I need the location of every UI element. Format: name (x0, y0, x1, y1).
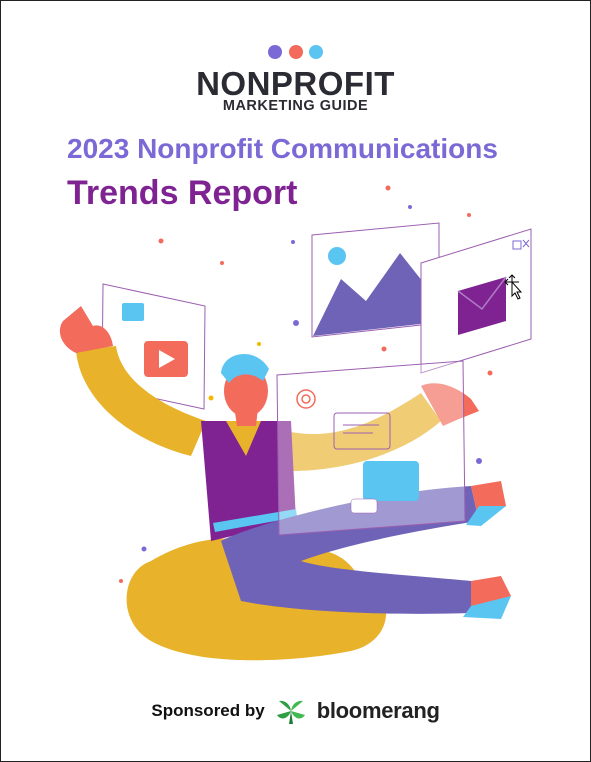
logo-dot-blue (308, 45, 323, 59)
sponsor-line: Sponsored by bloomerang (1, 697, 590, 725)
person (59, 306, 511, 619)
move-cursor-icon (504, 274, 523, 300)
email-window (420, 228, 532, 374)
brand-name: NONPROFIT (196, 65, 395, 102)
logo-dot-purple (268, 45, 283, 59)
logo-dot-coral (288, 45, 303, 59)
report-title-line2: Trends Report (67, 174, 298, 212)
image-window (311, 222, 440, 338)
report-title-line1: 2023 Nonprofit Communications (67, 133, 498, 164)
logo-dots (1, 45, 590, 64)
sponsor-name: bloomerang (316, 698, 440, 723)
sponsor-label: Sponsored by (151, 701, 265, 720)
brand-subtitle: MARKETING GUIDE (222, 98, 369, 114)
bloomerang-logo-icon (276, 700, 305, 724)
chat-window (276, 360, 466, 536)
cover-illustration (59, 185, 532, 661)
